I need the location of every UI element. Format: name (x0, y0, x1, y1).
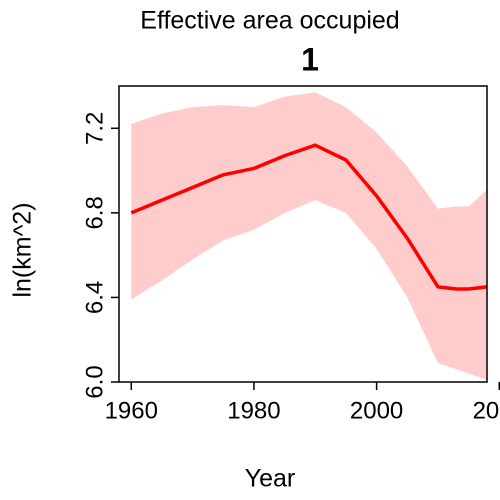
x-tick-label: 1960 (105, 397, 158, 424)
y-tick-label: 6.0 (81, 365, 108, 398)
y-axis-label: ln(km^2) (9, 202, 37, 297)
chart-title: Effective area occupied (140, 7, 399, 35)
x-tick-label: 2020 (473, 397, 500, 424)
x-axis-label: Year (245, 465, 296, 493)
chart-subtitle: 1 (301, 41, 319, 77)
x-tick-label: 1980 (227, 397, 280, 424)
confidence-band (131, 92, 487, 380)
y-tick-label: 6.8 (81, 196, 108, 229)
y-tick-label: 7.2 (81, 112, 108, 145)
y-tick-label: 6.4 (81, 281, 108, 314)
data-line (130, 143, 488, 291)
x-tick-label: 2000 (350, 397, 403, 424)
plot-frame (118, 85, 488, 383)
